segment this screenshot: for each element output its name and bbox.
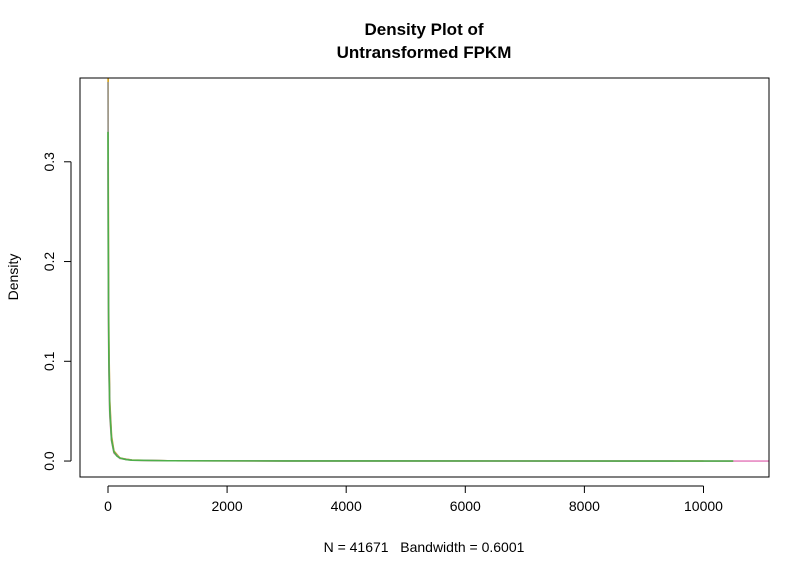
y-tick-label: 0.0 [41,451,57,471]
x-tick-label: 10000 [684,498,723,514]
density-series-line-4 [107,131,734,462]
plot-frame [79,77,770,478]
x-axis: 0 2000 4000 6000 8000 10000 [104,485,723,514]
x-tick-label: 2000 [212,498,243,514]
y-axis-label: Density [5,254,21,301]
series-layer [107,78,769,462]
y-tick-label: 0.2 [41,252,57,272]
x-tick-label: 8000 [569,498,600,514]
chart-title-line2: Untransformed FPKM [337,43,512,62]
density-series-line-2 [107,81,674,462]
x-axis-label: N = 41671 Bandwidth = 0.6001 [324,539,525,555]
y-tick-label: 0.1 [41,351,57,371]
y-tick-label: 0.3 [41,152,57,172]
x-tick-label: 0 [104,498,112,514]
y-axis: 0.0 0.1 0.2 0.3 [41,152,72,471]
x-tick-label: 6000 [450,498,481,514]
density-series-line-1 [107,78,704,462]
density-series-line-3 [107,161,769,462]
chart-title-line1: Density Plot of [364,20,483,39]
x-tick-label: 4000 [331,498,362,514]
